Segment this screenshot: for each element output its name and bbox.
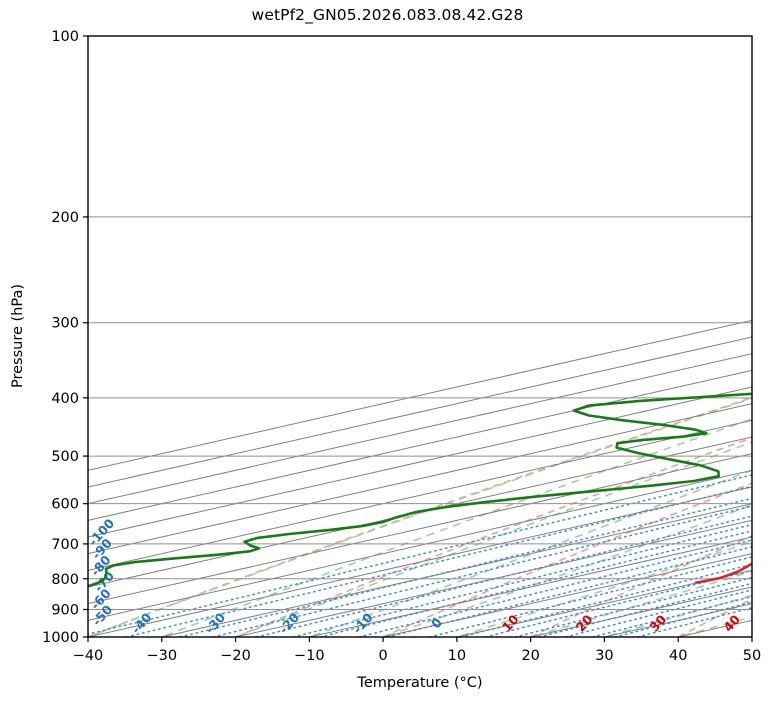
mixing-ratio-line [484,569,752,637]
moist-adiabat-line [757,23,775,636]
isotherm-line [88,419,752,571]
mixing-ratio-line [459,563,752,637]
x-tick-label: 30 [595,648,613,664]
mixing-ratio-line [358,539,752,637]
x-tick-label: 50 [743,648,761,664]
x-tick-label: 0 [378,648,387,664]
y-tick-label: 900 [51,602,79,618]
isotherm-line [88,436,752,588]
dry-adiabat-line [88,396,752,637]
isotherm-line [161,503,752,637]
y-tick-label: 800 [51,572,79,588]
dry-adiabat-line [530,534,752,637]
figure-title: wetPf2_GN05.2026.083.08.42.G28 [251,6,524,24]
moist-adiabat-line [386,504,752,637]
moist-adiabat-line [91,397,752,637]
y-tick-label: 400 [51,391,79,407]
mixing-ratio-line [386,546,752,637]
x-tick-label: −20 [220,648,251,664]
y-tick-label: 300 [51,316,79,332]
plot-border [87,35,753,638]
y-axis-label: Pressure (hPa) [10,284,26,388]
y-tick-label: 100 [51,29,79,45]
plot-background [88,36,752,637]
moist-adiabats-group [91,23,775,637]
isotherm-line [88,486,752,637]
x-tick-label: 20 [521,648,539,664]
y-tick-label: 500 [51,449,79,465]
x-tick-label: −40 [73,648,104,664]
x-axis-label: Temperature (°C) [356,675,482,691]
isotherm-line [88,453,752,605]
moist-adiabat-line [238,441,752,637]
moist-adiabat-line [460,540,752,637]
x-tick-label: −10 [294,648,325,664]
isotherm-line [88,403,752,555]
mixing-ratio-line [88,474,752,636]
y-tick-label: 700 [51,537,79,553]
mixing-ratio-line [514,576,752,637]
y-tick-label: 600 [51,497,79,513]
isotherm-line [235,519,752,637]
moist-adiabat-line [164,418,752,637]
x-tick-label: 10 [448,648,466,664]
y-tick-label: 200 [51,210,79,226]
mixing-ratio-line [428,556,752,637]
isotherms-group [88,319,752,637]
isotherm-line [88,319,752,471]
axis-ticks-group: −40 −30 −20 −10 0 10 20 30 40 50 1000 900 800 700 600 5… [42,29,761,664]
isobars-group [88,36,752,637]
isotherm-line [751,636,752,637]
y-tick-label: 1000 [42,630,79,646]
isotherm-line [88,469,752,621]
x-tick-label: 40 [669,648,687,664]
sounding-traces-group [88,392,752,588]
x-tick-label: −30 [146,648,177,664]
isotherm-line [88,386,752,538]
dry-adiabats-group [88,396,752,637]
sounding-trace-dewpoint [88,392,752,588]
dry-adiabat-line [235,436,752,637]
